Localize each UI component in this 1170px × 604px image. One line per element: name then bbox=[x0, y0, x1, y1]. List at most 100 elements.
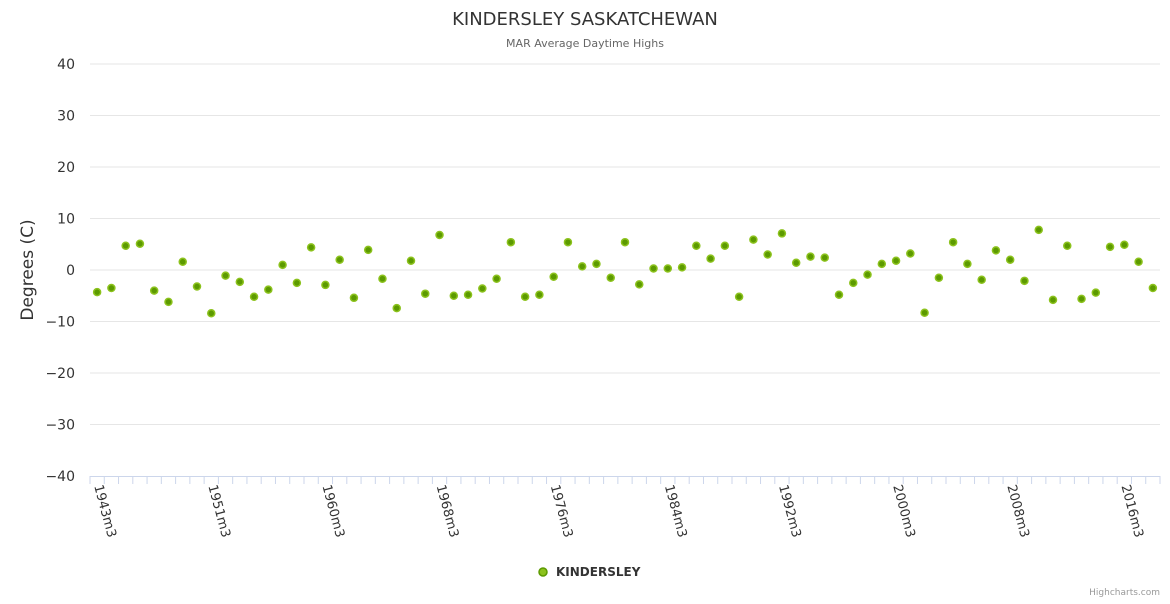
data-point[interactable] bbox=[92, 287, 102, 297]
data-point[interactable] bbox=[378, 274, 387, 284]
x-tick-label: 1943m3 bbox=[90, 483, 118, 539]
data-point[interactable] bbox=[577, 262, 587, 271]
data-point[interactable] bbox=[692, 241, 701, 251]
x-tick-label: 2016m3 bbox=[1117, 483, 1145, 539]
series-kindersley[interactable] bbox=[92, 225, 1158, 318]
y-tick-label: 10 bbox=[57, 212, 75, 228]
data-point[interactable] bbox=[991, 246, 1001, 255]
data-point[interactable] bbox=[478, 284, 487, 293]
data-point[interactable] bbox=[178, 257, 187, 267]
data-point[interactable] bbox=[1005, 255, 1015, 264]
data-point[interactable] bbox=[149, 286, 159, 295]
data-point[interactable] bbox=[463, 290, 473, 299]
data-point[interactable] bbox=[563, 237, 573, 247]
x-axis: 1943m3 1951m3 1960m3 1968m3 1976m3 1984m3 1992… bbox=[89, 476, 1161, 539]
data-point[interactable] bbox=[1120, 240, 1129, 250]
data-point[interactable] bbox=[235, 277, 245, 287]
data-point[interactable] bbox=[948, 237, 958, 247]
x-tick-label: 2000m3 bbox=[889, 483, 917, 539]
data-point[interactable] bbox=[192, 282, 202, 291]
legend-item-kindersley[interactable]: KINDERSLEY bbox=[538, 565, 641, 579]
data-point[interactable] bbox=[877, 259, 887, 269]
data-point[interactable] bbox=[777, 229, 787, 238]
y-tick-label: −20 bbox=[45, 366, 75, 382]
data-point[interactable] bbox=[834, 290, 844, 299]
data-point[interactable] bbox=[506, 237, 516, 247]
data-point[interactable] bbox=[363, 245, 373, 255]
data-point[interactable] bbox=[806, 252, 815, 261]
y-tick-label: 30 bbox=[57, 109, 75, 125]
data-point[interactable] bbox=[1148, 283, 1158, 293]
legend-marker bbox=[538, 567, 548, 577]
data-point[interactable] bbox=[706, 254, 715, 263]
data-point[interactable] bbox=[406, 256, 416, 265]
data-point[interactable] bbox=[849, 278, 858, 288]
data-point[interactable] bbox=[1134, 257, 1143, 267]
y-tick-label: 40 bbox=[57, 57, 75, 73]
data-point[interactable] bbox=[207, 309, 216, 318]
data-point[interactable] bbox=[492, 274, 501, 284]
data-point[interactable] bbox=[920, 308, 929, 317]
data-point[interactable] bbox=[264, 285, 273, 294]
data-point[interactable] bbox=[749, 235, 758, 244]
data-point[interactable] bbox=[306, 243, 316, 252]
data-point[interactable] bbox=[977, 275, 986, 285]
data-point[interactable] bbox=[1048, 295, 1058, 305]
data-point[interactable] bbox=[791, 258, 801, 268]
y-tick-label: −10 bbox=[45, 315, 75, 331]
data-point[interactable] bbox=[1020, 276, 1029, 286]
data-point[interactable] bbox=[1091, 288, 1101, 297]
x-tick-label: 1951m3 bbox=[204, 483, 232, 539]
data-point[interactable] bbox=[820, 253, 829, 262]
data-point[interactable] bbox=[335, 255, 344, 264]
data-point[interactable] bbox=[677, 263, 687, 272]
data-point[interactable] bbox=[449, 291, 459, 300]
credits-link[interactable]: Highcharts.com bbox=[1089, 588, 1160, 598]
data-point[interactable] bbox=[649, 264, 658, 273]
data-point[interactable] bbox=[107, 283, 116, 293]
data-point[interactable] bbox=[906, 249, 915, 258]
data-point[interactable] bbox=[1105, 242, 1115, 252]
data-point[interactable] bbox=[121, 241, 130, 251]
data-point[interactable] bbox=[421, 289, 430, 298]
data-point[interactable] bbox=[663, 264, 673, 273]
data-point[interactable] bbox=[549, 272, 558, 281]
data-point[interactable] bbox=[321, 280, 330, 290]
data-point[interactable] bbox=[392, 303, 401, 313]
y-axis-ticks: 40 30 20 10 0 −10 −20 −30 −40 bbox=[45, 57, 75, 485]
data-point[interactable] bbox=[620, 237, 630, 247]
grid bbox=[90, 63, 1160, 425]
data-point[interactable] bbox=[1034, 225, 1043, 235]
data-point[interactable] bbox=[249, 292, 259, 302]
data-point[interactable] bbox=[592, 259, 601, 269]
data-point[interactable] bbox=[763, 250, 772, 259]
x-tick-label: 1984m3 bbox=[661, 483, 689, 539]
data-point[interactable] bbox=[1077, 294, 1086, 304]
x-tick-label: 1992m3 bbox=[775, 483, 803, 539]
data-point[interactable] bbox=[863, 270, 872, 279]
data-point[interactable] bbox=[435, 230, 444, 240]
data-point[interactable] bbox=[292, 278, 302, 288]
data-point[interactable] bbox=[535, 290, 544, 299]
data-point[interactable] bbox=[278, 260, 287, 270]
data-point[interactable] bbox=[606, 273, 615, 282]
data-point[interactable] bbox=[135, 239, 145, 248]
data-point[interactable] bbox=[720, 241, 730, 251]
data-point[interactable] bbox=[221, 271, 230, 280]
legend-label: KINDERSLEY bbox=[556, 565, 641, 579]
x-tick-label: 1976m3 bbox=[547, 483, 575, 539]
data-point[interactable] bbox=[520, 292, 530, 302]
y-tick-label: 20 bbox=[57, 160, 75, 176]
data-point[interactable] bbox=[635, 280, 644, 289]
data-point[interactable] bbox=[963, 259, 972, 269]
data-point[interactable] bbox=[1063, 241, 1072, 251]
data-point[interactable] bbox=[349, 293, 359, 303]
y-tick-label: 0 bbox=[66, 263, 75, 279]
x-tick-label: 2008m3 bbox=[1003, 483, 1031, 539]
x-tick-label: 1960m3 bbox=[319, 483, 347, 539]
data-point[interactable] bbox=[734, 292, 744, 302]
data-point[interactable] bbox=[891, 256, 901, 265]
data-point[interactable] bbox=[934, 273, 944, 282]
data-point[interactable] bbox=[164, 297, 173, 307]
